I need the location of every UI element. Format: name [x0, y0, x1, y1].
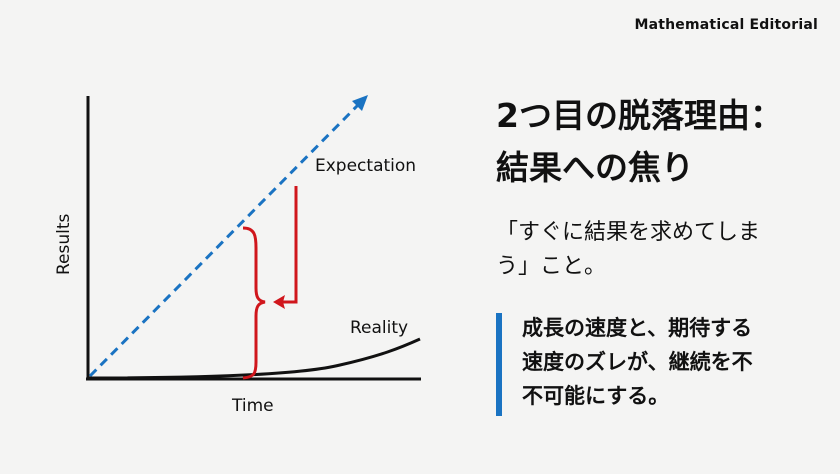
gap-brace [242, 226, 266, 380]
x-axis-label: Time [231, 396, 274, 416]
callout-box: 成長の速度と、期待する 速度のズレが、継続を不 不可能にする。 [496, 313, 753, 416]
gap-arrowhead-icon [273, 295, 285, 309]
expectation-arrowhead-icon [352, 95, 368, 111]
slide-body-text: 「すぐに結果を求めてしま う」こと。 [496, 220, 761, 279]
gap-arrow [282, 186, 298, 304]
brand-label: Mathematical Editorial [634, 17, 818, 33]
expectation-line [88, 103, 360, 378]
reality-label: Reality [350, 318, 408, 338]
expectation-vs-reality-diagram: Expectation Reality Time Results [54, 95, 421, 416]
reality-curve [87, 337, 421, 380]
y-axis-label: Results [54, 213, 74, 275]
expectation-label: Expectation [315, 156, 416, 176]
slide-title: 2つ目の脱落理由： 結果への焦り [496, 96, 783, 187]
callout-text: 成長の速度と、期待する 速度のズレが、継続を不 不可能にする。 [522, 316, 753, 408]
